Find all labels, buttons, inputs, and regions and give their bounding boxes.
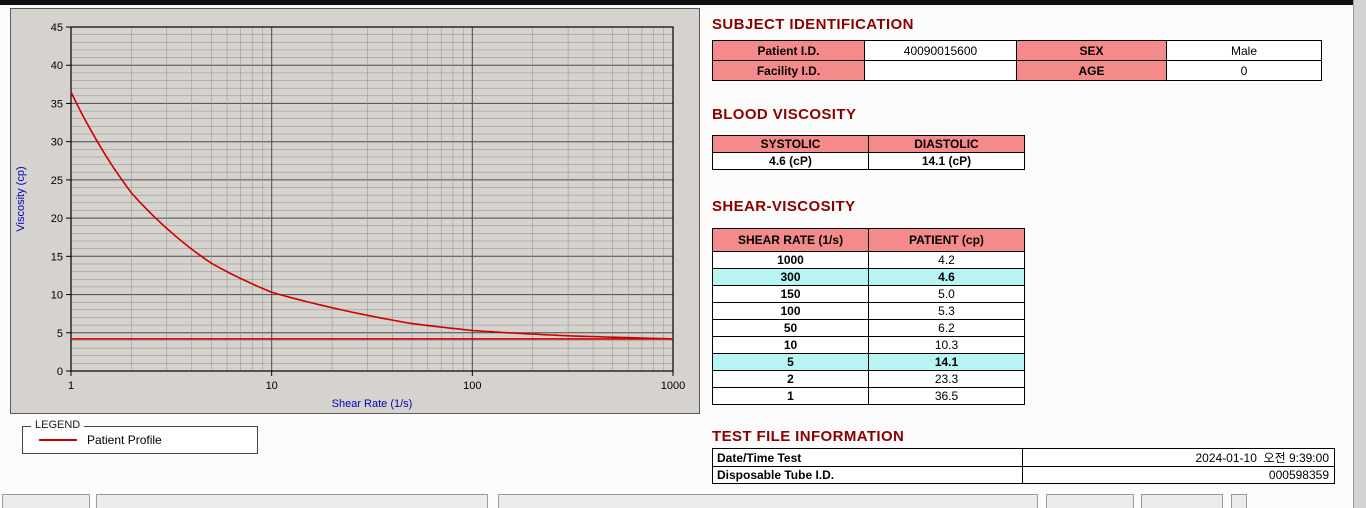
facility-id-label: Facility I.D.	[712, 60, 865, 81]
viscosity-chart-panel: 0 5 10 15 20 25 30 35 40 45 1 10 100 1000 Shear Rate (…	[10, 8, 700, 414]
age-label: AGE	[1016, 60, 1167, 81]
section-heading-blood-viscosity: BLOOD VISCOSITY	[712, 106, 857, 123]
table-row: 1000 4.2	[712, 251, 1025, 269]
bottom-button-partial[interactable]	[498, 494, 1038, 508]
shear-rate-cell: 1000	[712, 251, 869, 269]
shear-rate-cell: 150	[712, 285, 869, 303]
svg-text:30: 30	[51, 137, 63, 149]
svg-text:40: 40	[51, 60, 63, 72]
svg-text:15: 15	[51, 251, 63, 263]
date-time-test-label: Date/Time Test	[712, 448, 1023, 467]
svg-text:Viscosity (cp): Viscosity (cp)	[15, 166, 27, 231]
date-time-test-value: 2024-01-10 오전 9:39:00	[1022, 448, 1335, 467]
shear-rate-cell: 2	[712, 370, 869, 388]
svg-text:Shear Rate (1/s): Shear Rate (1/s)	[332, 398, 413, 410]
svg-text:25: 25	[51, 175, 63, 187]
facility-id-value	[864, 60, 1017, 81]
table-header-row: SHEAR RATE (1/s) PATIENT (cp)	[712, 228, 1025, 252]
section-heading-test-file-information: TEST FILE INFORMATION	[712, 428, 905, 445]
age-value: 0	[1166, 60, 1322, 81]
table-row: 1 36.5	[712, 387, 1025, 405]
top-window-edge	[0, 0, 1366, 5]
subject-identification-table: Patient I.D. 40090015600 SEX Male Facili…	[712, 40, 1322, 81]
table-row: 100 5.3	[712, 302, 1025, 320]
disposable-tube-id-label: Disposable Tube I.D.	[712, 466, 1023, 484]
bottom-button-partial[interactable]	[1046, 494, 1134, 508]
table-row: 4.6 (cP) 14.1 (cP)	[712, 152, 1025, 170]
viscosity-cell: 4.6	[868, 268, 1025, 286]
viscosity-cell: 14.1	[868, 353, 1025, 371]
svg-text:1: 1	[68, 380, 74, 392]
viscosity-cell: 23.3	[868, 370, 1025, 388]
bottom-button-partial[interactable]	[2, 494, 90, 508]
table-row: SYSTOLIC DIASTOLIC	[712, 135, 1025, 153]
shear-rate-header: SHEAR RATE (1/s)	[712, 228, 869, 252]
svg-text:10: 10	[266, 380, 278, 392]
table-row: Disposable Tube I.D. 000598359	[712, 466, 1335, 484]
patient-id-label: Patient I.D.	[712, 40, 865, 61]
shear-rate-cell: 50	[712, 319, 869, 337]
patient-id-value: 40090015600	[864, 40, 1017, 61]
legend-box: LEGEND Patient Profile	[22, 419, 258, 454]
legend-title: LEGEND	[31, 419, 85, 431]
svg-text:45: 45	[51, 22, 63, 34]
viscosity-cell: 5.3	[868, 302, 1025, 320]
systolic-value: 4.6 (cP)	[712, 152, 869, 170]
patient-cp-header: PATIENT (cp)	[868, 228, 1025, 252]
test-file-information-table: Date/Time Test 2024-01-10 오전 9:39:00 Dis…	[712, 448, 1335, 484]
shear-viscosity-table: SHEAR RATE (1/s) PATIENT (cp) 1000 4.2 3…	[712, 228, 1025, 405]
shear-rate-cell: 10	[712, 336, 869, 354]
disposable-tube-id-value: 000598359	[1022, 466, 1335, 484]
legend-line-sample	[39, 439, 77, 441]
viscosity-cell: 4.2	[868, 251, 1025, 269]
svg-text:1000: 1000	[661, 380, 685, 392]
svg-text:20: 20	[51, 213, 63, 225]
diastolic-header: DIASTOLIC	[868, 135, 1025, 153]
viscosity-cell: 36.5	[868, 387, 1025, 405]
shear-viscosity-chart: 0 5 10 15 20 25 30 35 40 45 1 10 100 1000 Shear Rate (…	[11, 9, 699, 413]
sex-value: Male	[1166, 40, 1322, 61]
viscosity-cell: 5.0	[868, 285, 1025, 303]
svg-text:0: 0	[57, 366, 63, 378]
sex-label: SEX	[1016, 40, 1167, 61]
section-heading-shear-viscosity: SHEAR-VISCOSITY	[712, 198, 856, 215]
legend-entry-label: Patient Profile	[87, 433, 162, 447]
table-row: Facility I.D. AGE 0	[712, 60, 1322, 81]
table-row: 2 23.3	[712, 370, 1025, 388]
table-row: Date/Time Test 2024-01-10 오전 9:39:00	[712, 448, 1335, 467]
shear-rate-cell: 100	[712, 302, 869, 320]
shear-rate-cell: 5	[712, 353, 869, 371]
viscosity-cell: 6.2	[868, 319, 1025, 337]
shear-rate-cell: 1	[712, 387, 869, 405]
svg-text:5: 5	[57, 328, 63, 340]
systolic-header: SYSTOLIC	[712, 135, 869, 153]
viscosity-cell: 10.3	[868, 336, 1025, 354]
table-row: 300 4.6	[712, 268, 1025, 286]
svg-text:35: 35	[51, 98, 63, 110]
table-row: 10 10.3	[712, 336, 1025, 354]
table-row: 150 5.0	[712, 285, 1025, 303]
bottom-button-partial[interactable]	[1231, 494, 1247, 508]
section-heading-subject-identification: SUBJECT IDENTIFICATION	[712, 16, 914, 33]
svg-text:10: 10	[51, 290, 63, 302]
table-row: 50 6.2	[712, 319, 1025, 337]
bottom-button-partial[interactable]	[96, 494, 488, 508]
diastolic-value: 14.1 (cP)	[868, 152, 1025, 170]
svg-text:100: 100	[463, 380, 481, 392]
table-row: Patient I.D. 40090015600 SEX Male	[712, 40, 1322, 61]
blood-viscosity-table: SYSTOLIC DIASTOLIC 4.6 (cP) 14.1 (cP)	[712, 135, 1025, 170]
right-window-edge	[1353, 0, 1366, 508]
table-row: 5 14.1	[712, 353, 1025, 371]
shear-rate-cell: 300	[712, 268, 869, 286]
bottom-button-partial[interactable]	[1141, 494, 1223, 508]
